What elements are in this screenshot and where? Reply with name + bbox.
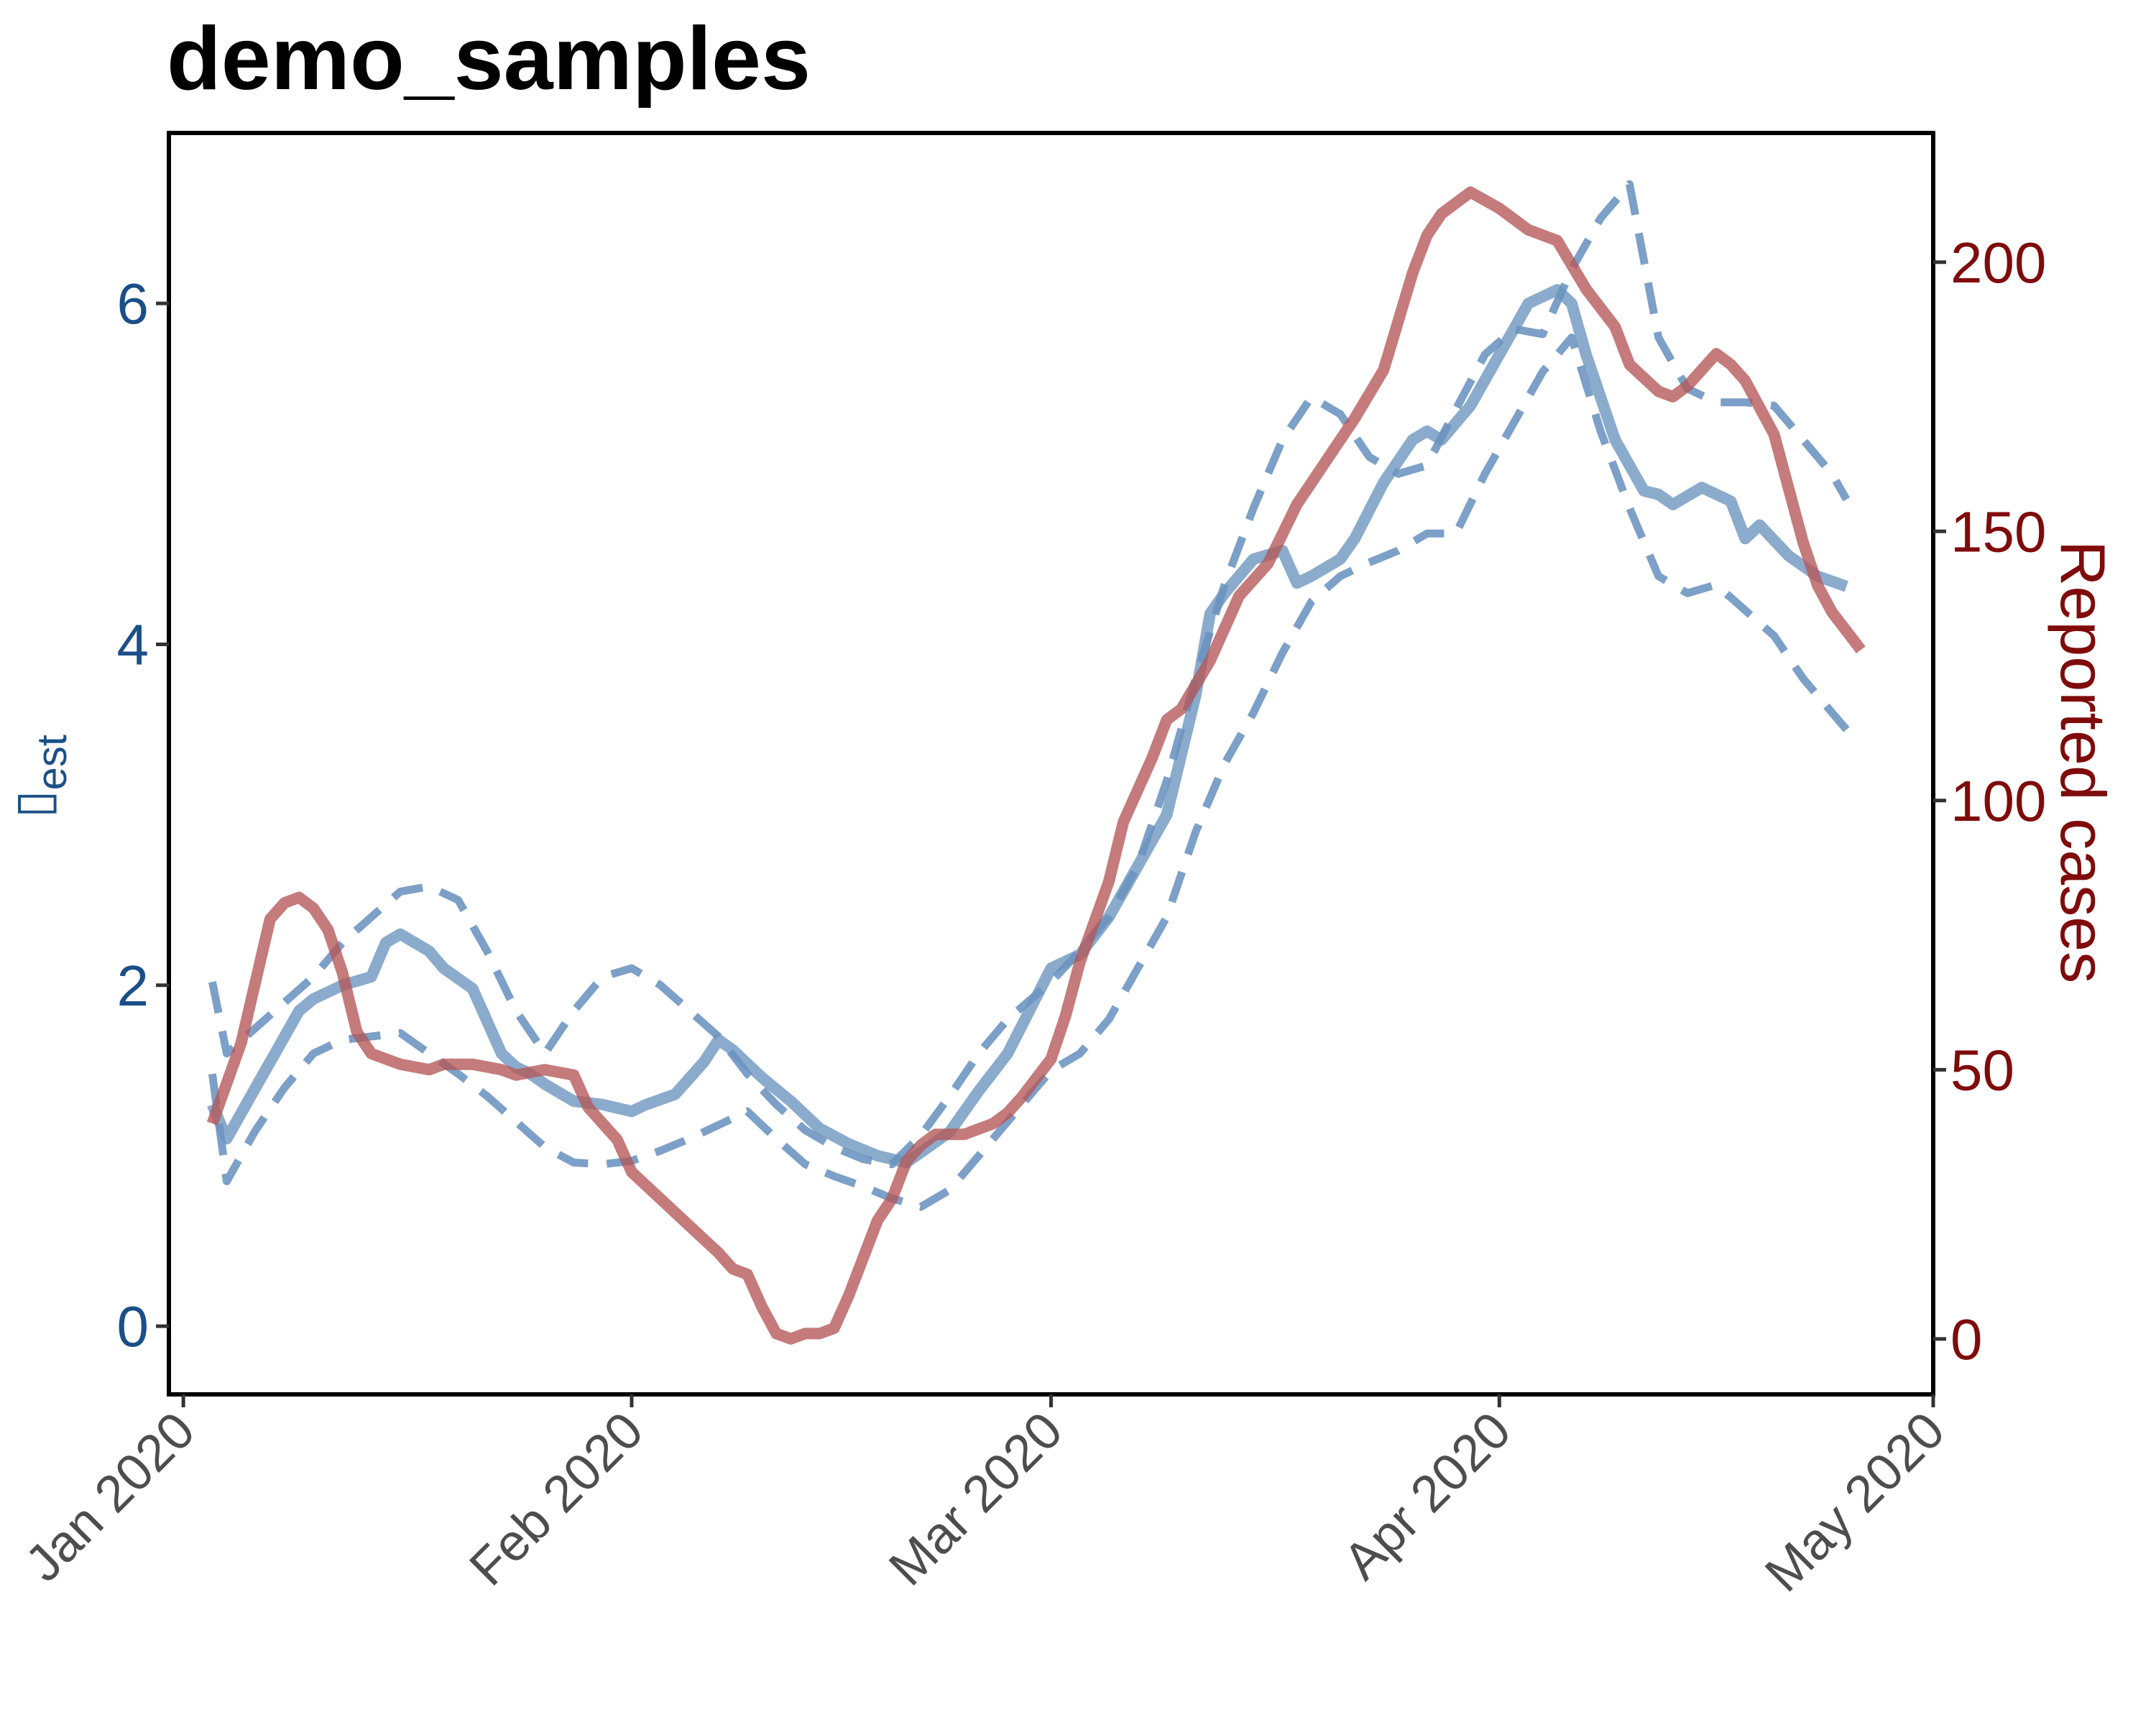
x-tick-label: Feb 2020 xyxy=(459,1402,655,1597)
left-tick-label: 4 xyxy=(117,612,149,676)
left-axis: 0 2 4 6 xyxy=(117,272,169,1358)
right-tick-label: 200 xyxy=(1950,231,2046,295)
x-tick-label: Apr 2020 xyxy=(1332,1402,1521,1591)
x-axis: Jan 2020 Feb 2020 Mar 2020 Apr 2020 May 2020 xyxy=(14,1394,1955,1603)
right-tick-label: 0 xyxy=(1950,1307,1983,1371)
right-axis: 0 50 100 150 200 xyxy=(1933,231,2046,1371)
rt-lower-bound-line xyxy=(208,334,1850,1211)
right-tick-label: 150 xyxy=(1950,500,2046,564)
left-axis-label: ▯est xyxy=(5,735,75,818)
right-tick-label: 50 xyxy=(1950,1038,2014,1102)
x-tick-label: Mar 2020 xyxy=(878,1402,1074,1597)
series-layer xyxy=(206,180,1866,1345)
left-axis-symbol: ▯ xyxy=(5,790,61,818)
chart-title: demo_samples xyxy=(167,9,811,109)
left-tick-label: 0 xyxy=(117,1294,149,1358)
reported-cases-line xyxy=(206,186,1866,1345)
left-tick-label: 6 xyxy=(117,272,149,336)
left-tick-label: 2 xyxy=(117,954,149,1018)
right-tick-label: 100 xyxy=(1950,769,2046,833)
x-tick-label: Jan 2020 xyxy=(14,1402,206,1593)
right-axis-label: Reported cases xyxy=(2047,540,2119,983)
plot-frame xyxy=(167,131,1935,1397)
left-axis-subscript: est xyxy=(29,735,75,790)
x-tick-label: May 2020 xyxy=(1754,1402,1955,1603)
